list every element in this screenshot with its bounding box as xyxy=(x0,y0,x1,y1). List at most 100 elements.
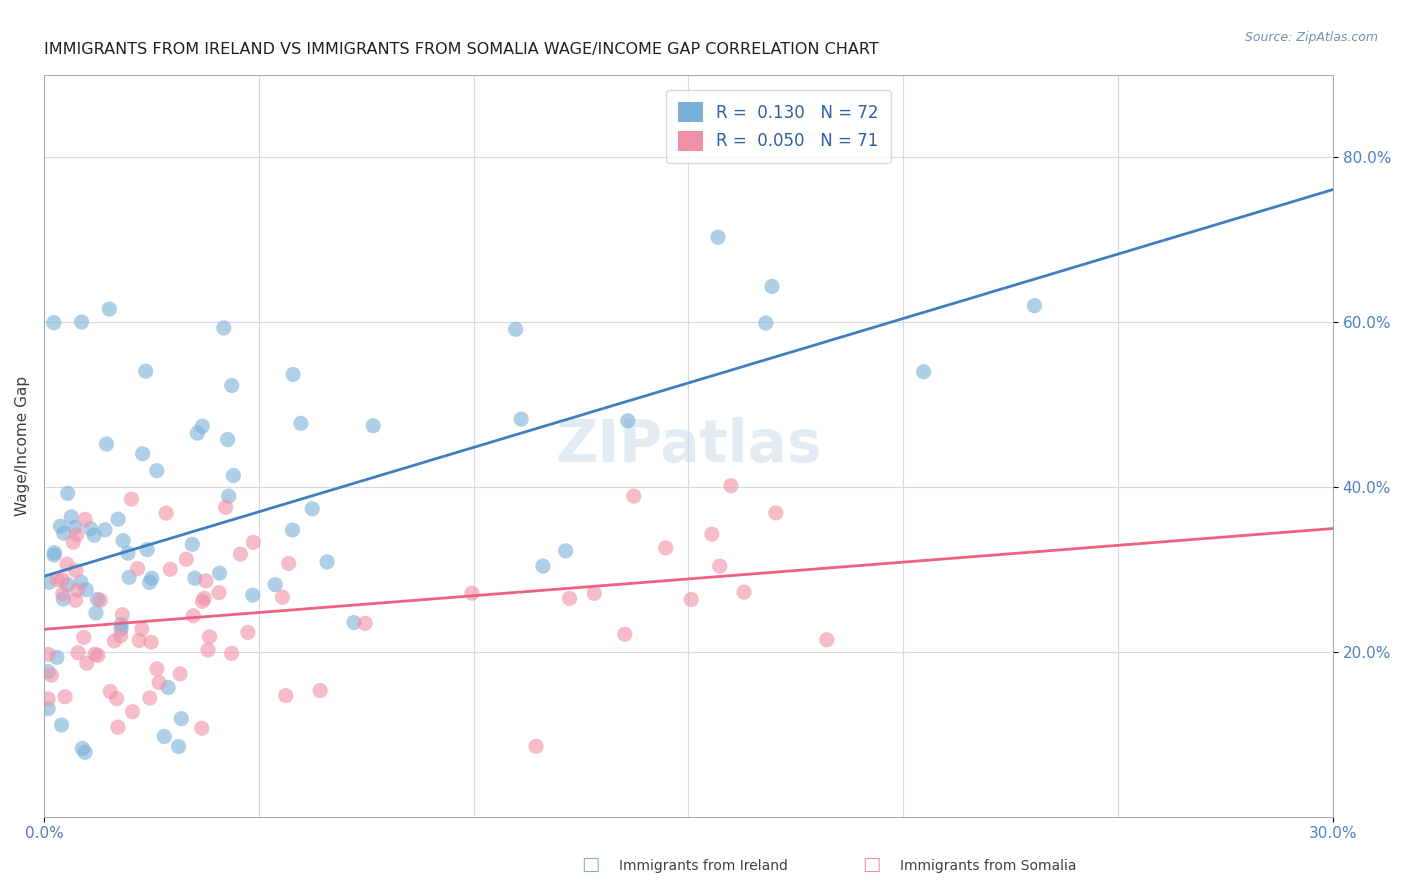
Point xyxy=(184,571,207,585)
Point xyxy=(181,537,204,551)
Point xyxy=(103,634,125,648)
Point xyxy=(45,650,67,665)
Point xyxy=(94,523,117,537)
Point xyxy=(301,501,323,516)
Point xyxy=(37,691,59,706)
Point xyxy=(186,426,208,441)
Point xyxy=(37,701,59,715)
Point xyxy=(107,512,129,526)
Point xyxy=(193,591,215,606)
Point xyxy=(121,705,143,719)
Point xyxy=(707,230,730,244)
Point xyxy=(42,316,65,330)
Point xyxy=(65,593,87,607)
Point xyxy=(112,533,135,548)
Point xyxy=(155,506,177,520)
Point xyxy=(105,691,128,706)
Point xyxy=(42,548,65,562)
Point xyxy=(765,506,787,520)
Point xyxy=(66,582,89,597)
Point xyxy=(110,617,132,632)
Point xyxy=(271,590,294,604)
Point xyxy=(76,657,98,671)
Point xyxy=(146,662,169,676)
Point xyxy=(86,592,108,607)
Point xyxy=(733,585,755,599)
Point xyxy=(84,606,107,620)
Point xyxy=(214,500,236,515)
Point xyxy=(281,368,304,382)
Point xyxy=(135,364,157,378)
Point xyxy=(681,592,703,607)
Point xyxy=(51,572,73,586)
Point xyxy=(761,279,783,293)
Point xyxy=(63,520,86,534)
Point xyxy=(75,582,97,597)
Point xyxy=(229,547,252,561)
Point xyxy=(191,594,214,608)
Point xyxy=(274,689,297,703)
Point xyxy=(136,542,159,557)
Point xyxy=(41,668,63,682)
Point xyxy=(815,632,838,647)
Point xyxy=(138,575,160,590)
Point xyxy=(37,647,59,661)
Text: □: □ xyxy=(581,855,600,873)
Point xyxy=(191,419,214,434)
Point xyxy=(44,546,66,560)
Point xyxy=(709,559,731,574)
Legend: R =  0.130   N = 72, R =  0.050   N = 71: R = 0.130 N = 72, R = 0.050 N = 71 xyxy=(666,90,890,162)
Point xyxy=(309,683,332,698)
Point xyxy=(242,588,264,602)
Point xyxy=(52,591,75,606)
Text: ZIPatlas: ZIPatlas xyxy=(555,417,821,474)
Text: Immigrants from Somalia: Immigrants from Somalia xyxy=(900,859,1077,872)
Point xyxy=(79,522,101,536)
Point xyxy=(755,316,778,330)
Point xyxy=(66,646,89,660)
Point xyxy=(128,633,150,648)
Point xyxy=(148,675,170,690)
Point xyxy=(524,739,547,754)
Point xyxy=(194,574,217,588)
Point xyxy=(277,557,299,571)
Point xyxy=(75,512,97,526)
Point xyxy=(139,690,162,705)
Point xyxy=(52,526,75,541)
Point xyxy=(51,718,73,732)
Point xyxy=(83,528,105,542)
Point xyxy=(56,558,79,572)
Point xyxy=(198,630,221,644)
Point xyxy=(208,585,231,599)
Point xyxy=(131,622,153,636)
Point xyxy=(583,586,606,600)
Point xyxy=(159,562,181,576)
Text: IMMIGRANTS FROM IRELAND VS IMMIGRANTS FROM SOMALIA WAGE/INCOME GAP CORRELATION C: IMMIGRANTS FROM IRELAND VS IMMIGRANTS FR… xyxy=(44,42,879,57)
Point xyxy=(46,573,69,587)
Point xyxy=(558,591,581,606)
Point xyxy=(56,486,79,500)
Point xyxy=(191,721,214,735)
Point xyxy=(1024,299,1046,313)
Point xyxy=(72,741,94,756)
Point xyxy=(37,665,59,679)
Point xyxy=(222,468,245,483)
Point xyxy=(221,378,243,392)
Point xyxy=(66,527,89,541)
Point xyxy=(49,519,72,533)
Point xyxy=(65,564,87,578)
Point xyxy=(217,433,239,447)
Point xyxy=(139,635,162,649)
Point xyxy=(208,566,231,581)
Point xyxy=(111,607,134,622)
Point xyxy=(170,712,193,726)
Point xyxy=(505,322,527,336)
Point xyxy=(110,622,132,636)
Point xyxy=(720,479,742,493)
Point xyxy=(146,464,169,478)
Text: Source: ZipAtlas.com: Source: ZipAtlas.com xyxy=(1244,31,1378,45)
Point xyxy=(62,535,84,549)
Point xyxy=(616,414,638,428)
Point xyxy=(84,647,107,661)
Point xyxy=(153,730,176,744)
